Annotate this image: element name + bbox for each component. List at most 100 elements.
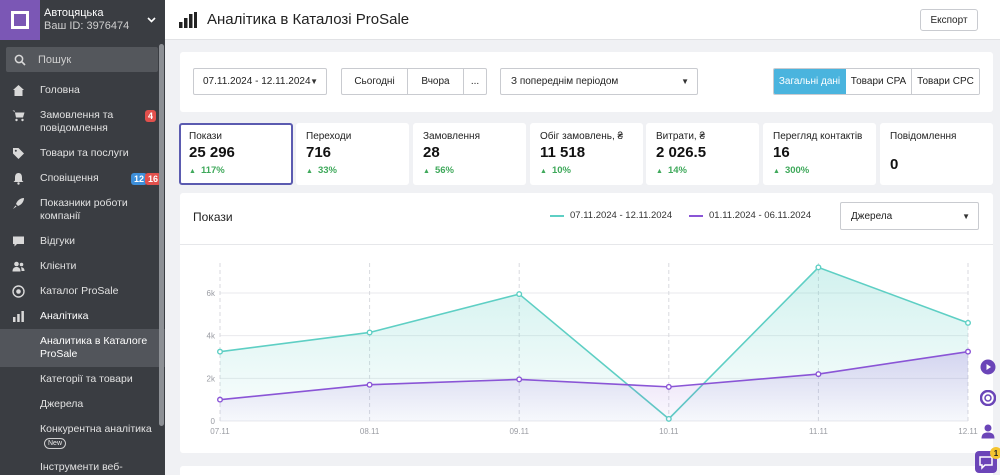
metric-card-turnover[interactable]: Обіг замовлень, ₴ 11 518 ▲ 10% — [530, 123, 643, 185]
search-input[interactable]: Пошук — [6, 47, 158, 72]
x-tick-label: 09.11 — [509, 427, 529, 436]
data-point — [815, 264, 822, 271]
user-icon[interactable] — [979, 422, 997, 440]
data-point — [965, 348, 972, 355]
sidebar: Автоцяцька Ваш ID: 3976474 Пошук Головна… — [0, 0, 165, 475]
metric-change-value: 56% — [434, 165, 454, 176]
sidebar-item-catalog[interactable]: Каталог ProSale — [0, 279, 165, 304]
account-switcher[interactable]: Автоцяцька Ваш ID: 3976474 — [0, 0, 165, 40]
data-point — [217, 348, 224, 355]
x-tick-label: 07.11 — [210, 427, 230, 436]
sidebar-scrollbar[interactable] — [159, 44, 164, 426]
metric-change: ▲ 33% — [306, 165, 409, 176]
sidebar-item-performance[interactable]: Показники роботи компанії — [0, 191, 165, 229]
sidebar-item-orders[interactable]: Замовлення та повідомлення 4 — [0, 103, 165, 141]
arrow-up-icon: ▲ — [189, 168, 196, 175]
help-icon[interactable] — [979, 389, 997, 407]
home-icon — [12, 84, 26, 97]
chart-title: Покази — [193, 210, 233, 224]
legend-label: 07.11.2024 - 12.11.2024 — [570, 210, 673, 221]
chevron-down-icon: ▼ — [681, 77, 689, 86]
metric-value: 11 518 — [540, 144, 586, 161]
bell-icon — [12, 172, 26, 185]
chevron-down-icon[interactable] — [147, 15, 165, 26]
compare-period-value: З попереднім періодом — [511, 76, 619, 87]
x-tick-label: 11.11 — [809, 427, 828, 436]
metric-change-value: 14% — [667, 165, 687, 176]
arrow-up-icon: ▲ — [306, 168, 313, 175]
rocket-icon — [12, 197, 26, 210]
metric-change-value: 300% — [784, 165, 810, 176]
metric-change-value: 117% — [200, 165, 225, 176]
video-icon[interactable] — [979, 358, 997, 376]
data-point — [815, 371, 822, 378]
more-dates-button[interactable]: ... — [470, 76, 480, 87]
metric-card-expenses[interactable]: Витрати, ₴ 2 026.5 ▲ 14% — [646, 123, 759, 185]
today-button[interactable]: Сьогодні — [342, 69, 408, 94]
sidebar-item-label: Показники роботи компанії — [40, 197, 128, 222]
notifications-red-badge: 16 — [145, 173, 162, 185]
sidebar-item-products[interactable]: Товари та послуги — [0, 141, 165, 166]
cart-icon — [12, 109, 26, 122]
metric-value: 28 — [423, 144, 440, 161]
sidebar-item-notifications[interactable]: Сповіщення 12 16 — [0, 166, 165, 191]
legend-label: 01.11.2024 - 06.11.2024 — [709, 210, 812, 221]
subnav-item-label: Конкурентна аналітика — [40, 423, 152, 435]
account-id: Ваш ID: 3976474 — [44, 20, 130, 32]
sidebar-item-analytics[interactable]: Аналітика — [0, 304, 165, 329]
sidebar-item-label: Головна — [40, 84, 80, 96]
subnav-item-competitors[interactable]: Конкурентна аналітика New — [0, 417, 165, 455]
arrow-up-icon: ▲ — [540, 168, 547, 175]
orders-count-badge: 4 — [145, 110, 157, 122]
x-tick-label: 08.11 — [360, 427, 380, 436]
x-tick-label: 12.11 — [958, 427, 978, 436]
tag-icon — [12, 147, 26, 160]
subnav-item-sources[interactable]: Джерела — [0, 392, 165, 417]
data-point — [516, 291, 523, 298]
subnav-item-catalog-analytics[interactable]: Аналитика в Каталоге ProSale — [0, 329, 165, 367]
sidebar-item-home[interactable]: Головна — [0, 78, 165, 103]
subnav-item-categories[interactable]: Категорії та товари — [0, 367, 165, 392]
filter-bar: 07.11.2024 - 12.11.2024 ▼ Сьогодні Вчора… — [180, 52, 993, 112]
data-point — [366, 329, 373, 336]
chat-count-badge: 1 — [990, 447, 1000, 459]
analytics-bars-icon — [179, 11, 197, 28]
chart-card: Покази 07.11.2024 - 12.11.2024 01.11.202… — [180, 193, 993, 453]
legend-item-current[interactable]: 07.11.2024 - 12.11.2024 — [550, 210, 672, 221]
metric-change-value: 33% — [317, 165, 337, 176]
metric-card-contact-views[interactable]: Перегляд контактів 16 ▲ 300% — [763, 123, 876, 185]
users-icon — [12, 260, 26, 273]
company-logo — [0, 0, 40, 40]
page-title: Аналітика в Каталозі ProSale — [207, 11, 410, 28]
impressions-chart: 0 2k 4k 6k 07.11 08.11 09.11 10.11 11.11 12.11 — [207, 263, 978, 436]
search-icon — [14, 54, 26, 66]
metric-label: Обіг замовлень, ₴ — [540, 131, 624, 142]
metric-card-orders[interactable]: Замовлення 28 ▲ 56% — [413, 123, 526, 185]
data-point — [965, 319, 972, 326]
tab-general[interactable]: Загальні дані — [774, 69, 846, 94]
y-tick-label: 0 — [211, 417, 216, 426]
metric-card-impressions[interactable]: Покази 25 296 ▲ 117% — [179, 123, 293, 185]
date-range-select[interactable]: 07.11.2024 - 12.11.2024 ▼ — [193, 68, 327, 95]
tab-cpc[interactable]: Товари CPC — [912, 69, 979, 94]
source-select[interactable]: Джерела ▼ — [840, 202, 979, 230]
metric-label: Покази — [189, 131, 222, 142]
sidebar-item-clients[interactable]: Клієнти — [0, 254, 165, 279]
subnav-item-web-tools[interactable]: Інструменти веб-аналітики — [0, 455, 165, 475]
sidebar-item-label: Сповіщення — [40, 172, 99, 184]
metric-card-clicks[interactable]: Переходи 716 ▲ 33% — [296, 123, 409, 185]
metric-change: ▲ 14% — [656, 165, 759, 176]
subnav-item-label: Аналитика в Каталоге ProSale — [40, 335, 148, 360]
sidebar-item-reviews[interactable]: Відгуки — [0, 229, 165, 254]
y-tick-label: 4k — [207, 332, 216, 341]
compare-period-select[interactable]: З попереднім періодом ▼ — [500, 68, 698, 95]
tab-cpa[interactable]: Товари CPA — [846, 69, 912, 94]
series-line — [219, 266, 969, 420]
yesterday-button[interactable]: Вчора — [408, 69, 464, 94]
export-button[interactable]: Експорт — [920, 9, 978, 31]
metric-card-messages[interactable]: Повідомлення 0 — [880, 123, 993, 185]
comment-icon — [12, 235, 26, 248]
chart-icon — [12, 310, 26, 323]
divider — [180, 244, 993, 245]
legend-item-previous[interactable]: 01.11.2024 - 06.11.2024 — [689, 210, 811, 221]
